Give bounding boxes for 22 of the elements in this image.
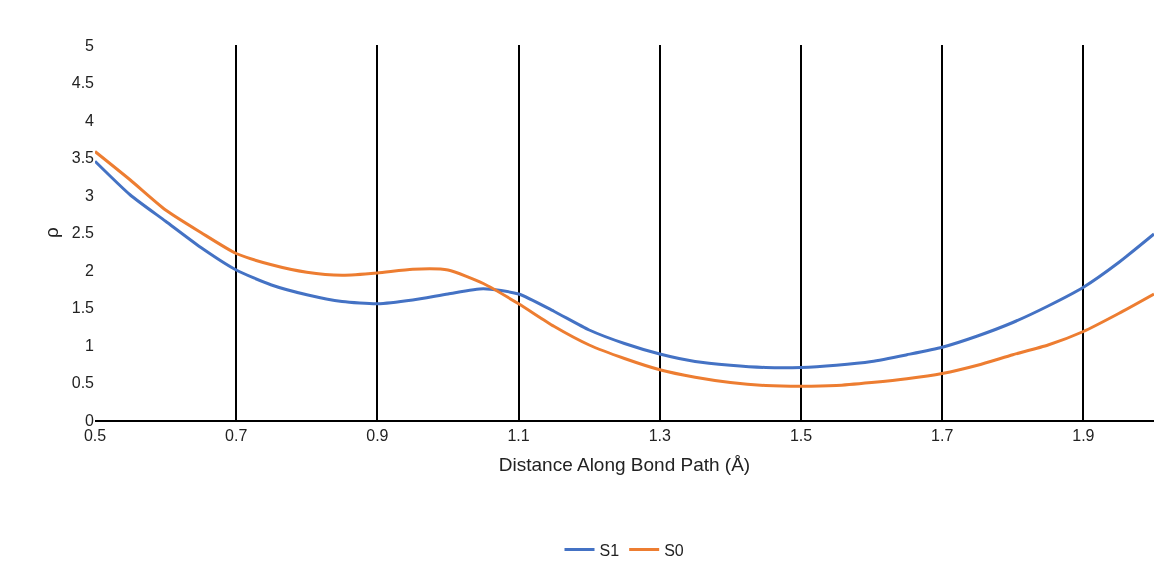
x-tick-label: 1.9	[1072, 426, 1095, 444]
legend-label: S0	[664, 541, 684, 559]
y-tick-label: 2.5	[71, 224, 95, 242]
x-axis-title: Distance Along Bond Path (Å)	[498, 454, 751, 476]
x-tick-label: 1.5	[789, 426, 813, 444]
y-tick-label: 3.5	[71, 149, 95, 167]
y-tick-label: 4	[85, 111, 95, 129]
x-tick-label: 1.1	[507, 426, 530, 444]
x-tick-label: 1.3	[648, 426, 672, 444]
y-tick-label: 2	[85, 261, 95, 279]
x-tick-label: 0.9	[366, 426, 389, 444]
y-tick-label: 1.5	[71, 299, 95, 317]
y-tick-label: 0.5	[71, 374, 95, 392]
y-tick-label: 5	[85, 36, 95, 54]
legend-label: S1	[599, 541, 620, 559]
x-tick-label: 0.7	[225, 426, 248, 444]
y-axis-title: ρ	[40, 226, 62, 238]
y-tick-label: 0	[85, 411, 95, 429]
y-tick-label: 4.5	[71, 74, 95, 92]
y-tick-label: 1	[85, 336, 95, 354]
y-tick-label: 3	[85, 186, 95, 204]
x-tick-label: 1.7	[931, 426, 954, 444]
